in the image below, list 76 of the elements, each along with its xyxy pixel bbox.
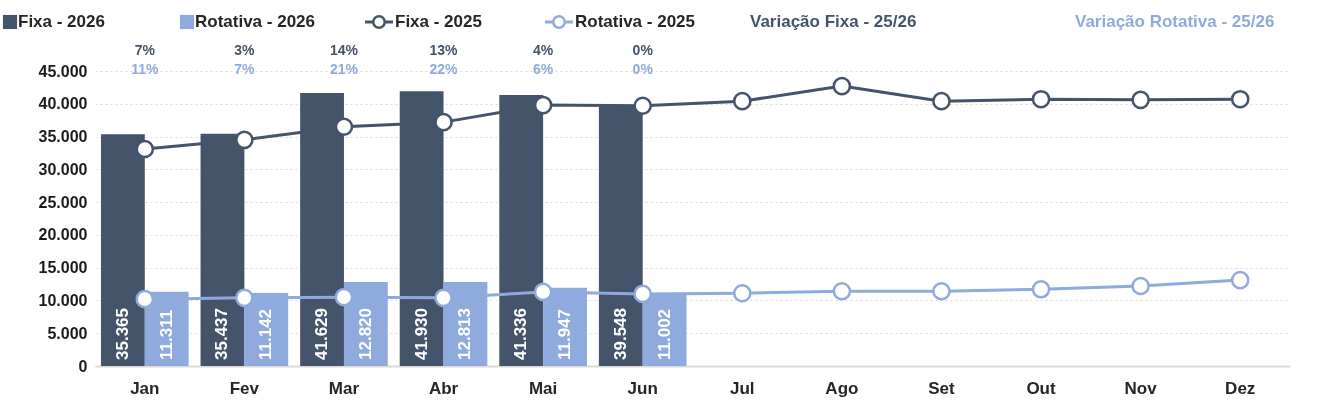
y-tick-label: 0 (78, 357, 88, 375)
point (633, 96, 653, 116)
point (832, 76, 852, 96)
point (533, 282, 553, 302)
data-label: 35.365 (112, 308, 132, 360)
data-label: 12.813 (455, 308, 475, 360)
text: 7% (134, 42, 156, 58)
x-tick-label: Jul (730, 378, 755, 398)
legend-label: Rotativa - 2026 (195, 12, 315, 31)
point (434, 288, 453, 308)
data-label: 11.142 (256, 308, 276, 360)
y-tick-label: 30.000 (38, 160, 88, 178)
x-tick-label: Mar (328, 378, 360, 398)
annotation: 11% (131, 61, 159, 77)
point (334, 117, 354, 137)
y-tick-label: 40.000 (38, 95, 88, 113)
data-label: 35.437 (212, 308, 232, 360)
legend-label: Fixa - 2025 (395, 12, 482, 31)
point (533, 95, 553, 115)
point (135, 289, 155, 309)
y-tick-label: 25.000 (38, 193, 88, 211)
data-label: 12.820 (355, 308, 375, 360)
legend-label: Fixa - 2026 (18, 12, 105, 31)
annotation: 22% (429, 61, 459, 77)
text: 3% (234, 42, 256, 58)
y-tick-label: 35.000 (38, 128, 88, 146)
point (1230, 89, 1250, 109)
point (1031, 89, 1051, 109)
y-tick-label: 10.000 (38, 291, 88, 309)
text: 13% (429, 42, 459, 58)
point (1131, 90, 1150, 110)
y-tick-label: 45.000 (38, 62, 88, 80)
text: Variação Fixa - 25/26 (750, 12, 917, 31)
data-label: 11.002 (654, 308, 674, 360)
point (932, 91, 951, 111)
y-tick-label: 5.000 (47, 324, 88, 342)
y-tick-label: 15.000 (38, 259, 88, 277)
text: 0% (632, 42, 654, 58)
data-label: 39.548 (610, 308, 630, 360)
text: 14% (329, 42, 359, 58)
point (1230, 270, 1250, 290)
data-label: 41.629 (312, 308, 332, 360)
x-tick-label: Jan (130, 378, 160, 398)
annotation: 7% (234, 61, 256, 77)
x-tick-label: Nov (1124, 378, 1158, 398)
point (434, 112, 453, 132)
x-tick-label: Fev (229, 378, 260, 398)
point (235, 288, 254, 308)
point (633, 284, 653, 304)
text: 4% (533, 42, 554, 58)
annotation: 0% (632, 61, 654, 77)
data-label: 41.336 (511, 308, 531, 360)
point (135, 139, 155, 159)
point (1031, 280, 1051, 299)
point (1131, 276, 1150, 296)
x-tick-label: Set (928, 378, 956, 398)
x-tick-label: Out (1026, 378, 1057, 398)
text: Variação Rotativa - 25/26 (1075, 12, 1275, 31)
point (832, 281, 852, 301)
x-tick-label: Ago (825, 378, 859, 398)
data-label: 41.930 (411, 308, 431, 360)
y-tick-label: 20.000 (38, 226, 88, 244)
data-label: 11.311 (156, 309, 176, 360)
annotation: 6% (533, 61, 554, 77)
data-label: 11.947 (555, 308, 575, 360)
annotation: 21% (329, 61, 359, 77)
x-tick-label: Jun (627, 378, 658, 398)
x-tick-label: Mai (528, 378, 558, 398)
point (732, 283, 752, 303)
point (932, 281, 951, 301)
point (334, 287, 354, 307)
x-tick-label: Dez (1225, 378, 1256, 398)
point (235, 130, 254, 150)
x-tick-label: Abr (428, 378, 459, 398)
legend-label: Rotativa - 2025 (575, 12, 695, 31)
point (732, 91, 752, 111)
